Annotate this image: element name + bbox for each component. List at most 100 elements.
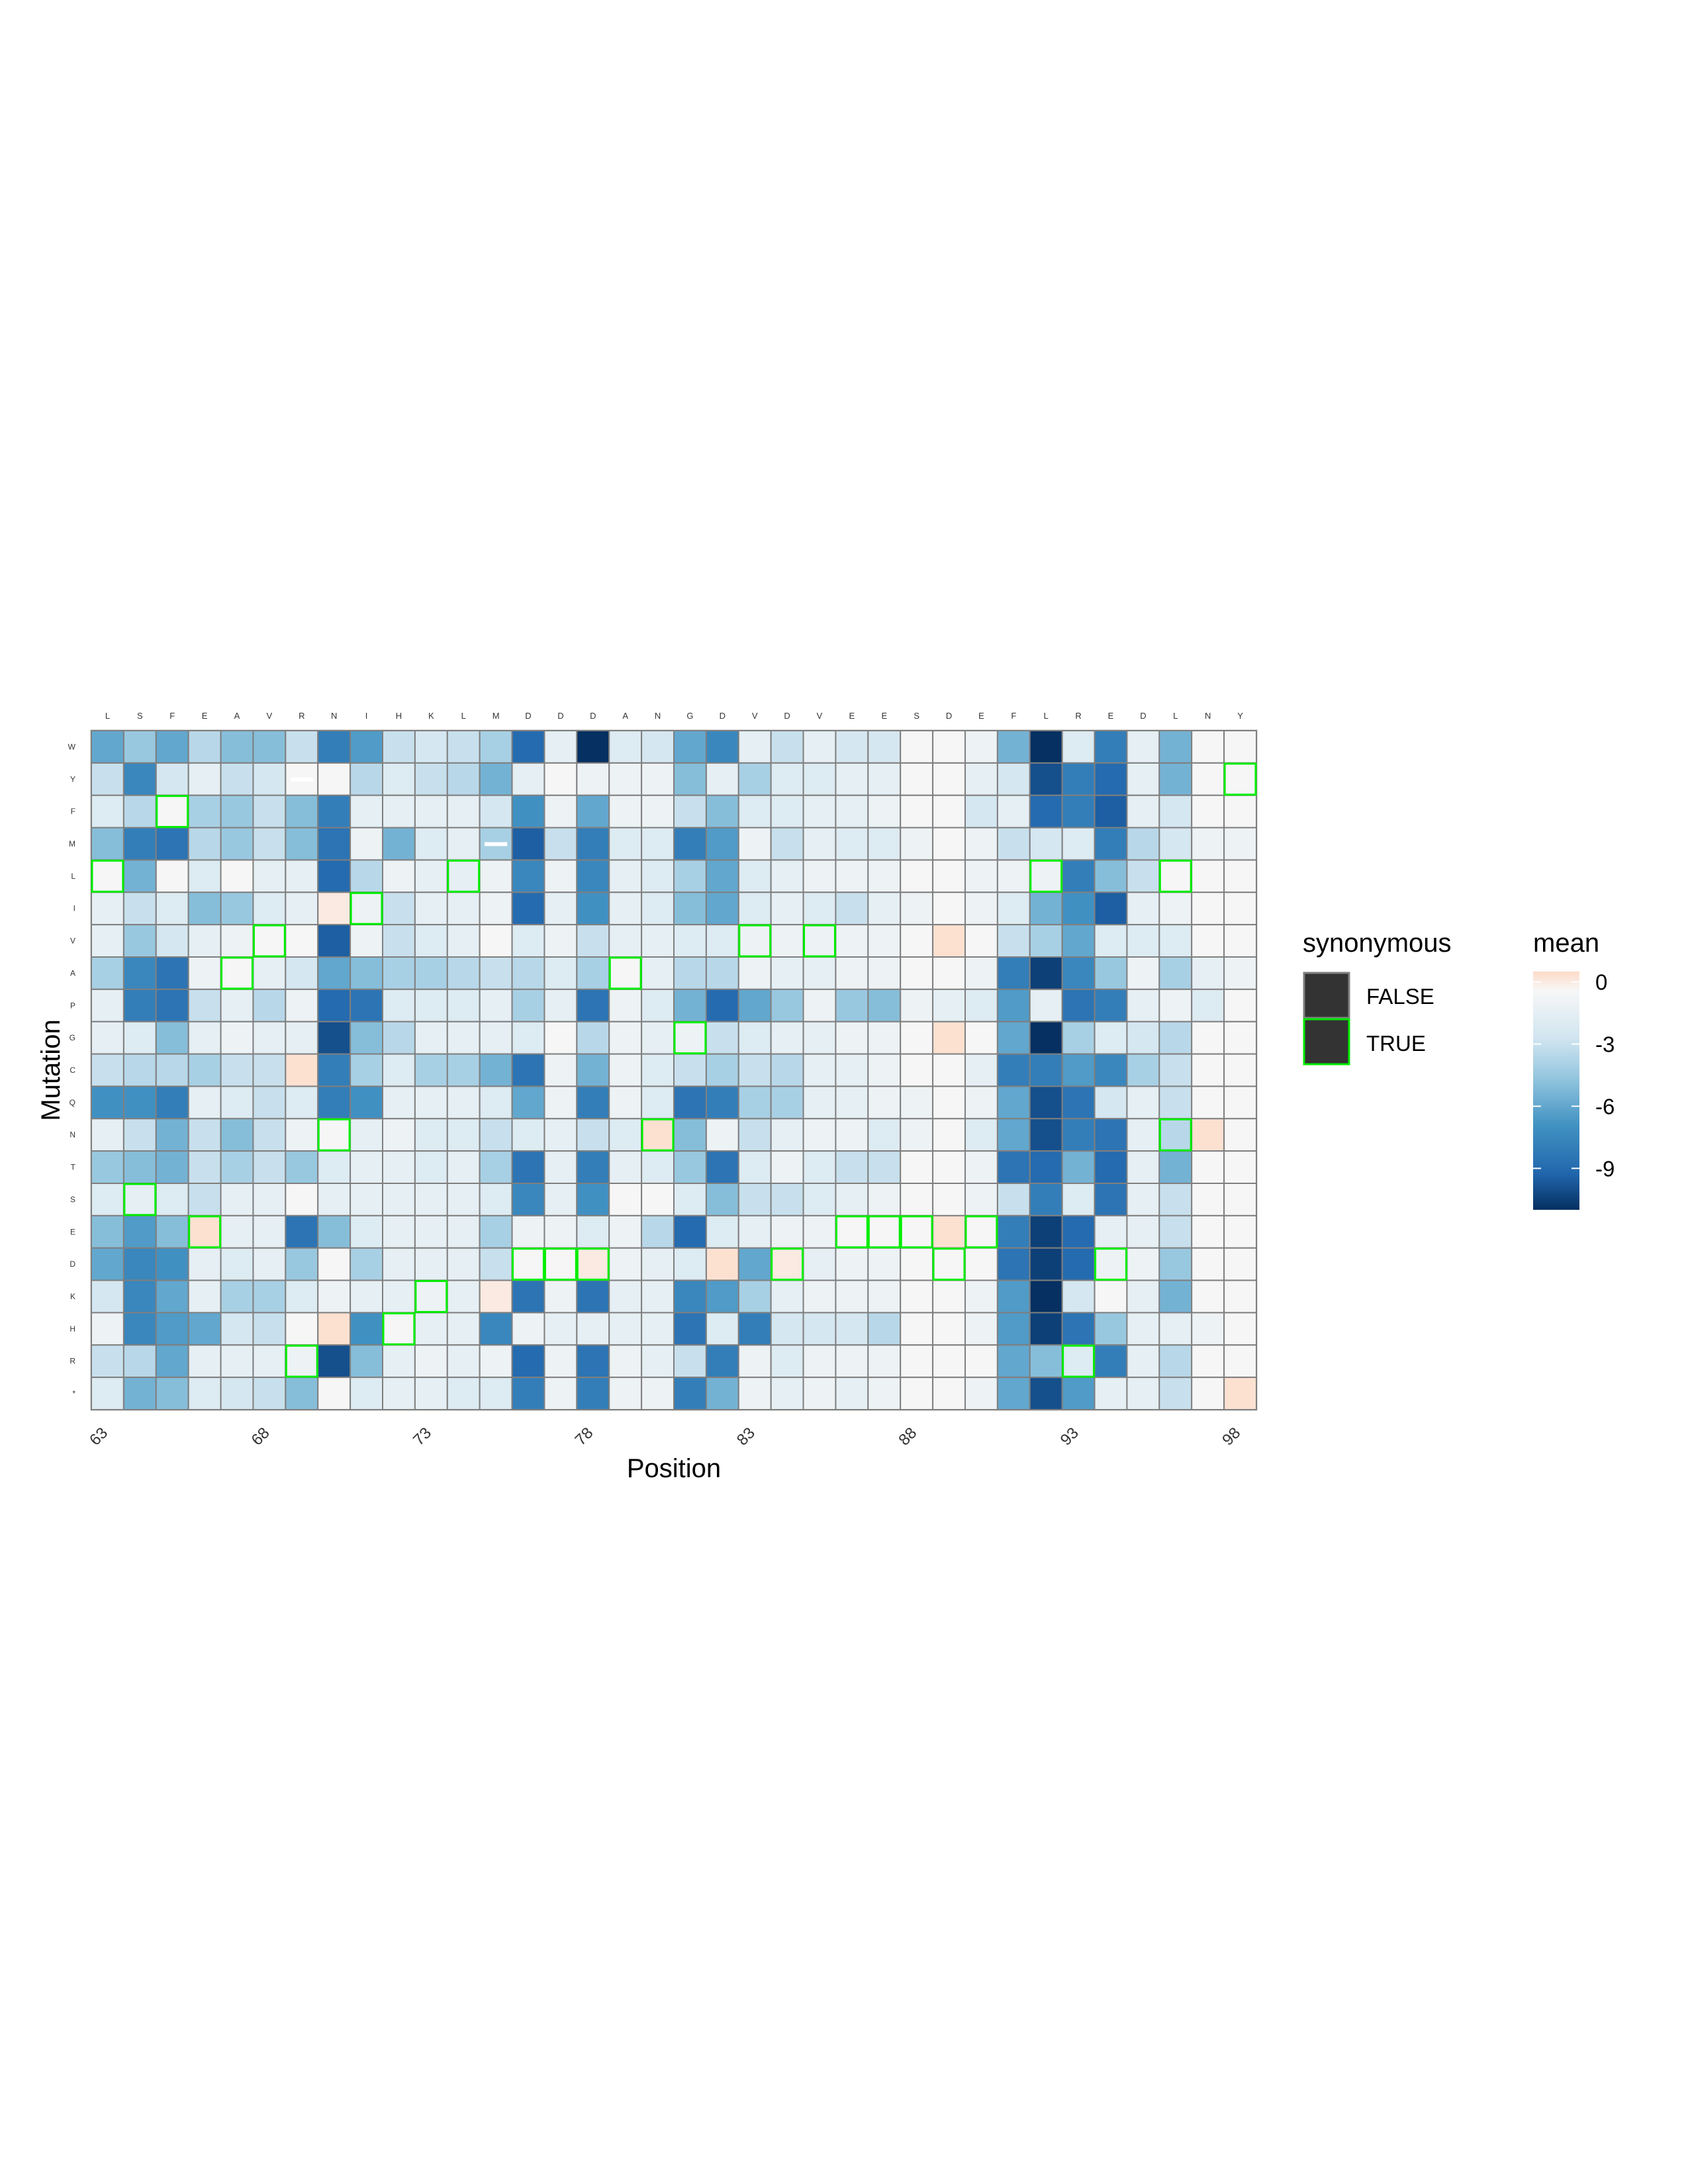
- heatmap-cell: [802, 1021, 837, 1055]
- heatmap-cell: [705, 1150, 739, 1185]
- wildtype-residue-label: M: [492, 711, 500, 721]
- wildtype-residue-label: D: [1140, 711, 1146, 721]
- heatmap-cell: [479, 1085, 513, 1120]
- heatmap-cell: [737, 730, 772, 764]
- heatmap-cell: [122, 1344, 157, 1379]
- heatmap-cell: [446, 1053, 481, 1087]
- heatmap-cell: [479, 1279, 513, 1314]
- heatmap-cell: [996, 794, 1031, 829]
- heatmap-cell: [705, 1377, 739, 1410]
- heatmap-cell: [608, 1279, 643, 1314]
- heatmap-cell: [543, 988, 578, 1023]
- heatmap-cells: [91, 730, 1257, 1410]
- heatmap-cell: [900, 1085, 934, 1120]
- heatmap-cell: [252, 1053, 287, 1087]
- synonymous-cell-outline: [771, 1248, 804, 1281]
- heatmap-cell: [673, 1377, 707, 1410]
- heatmap-cell: [1158, 762, 1193, 796]
- wildtype-residue-label: N: [1205, 711, 1211, 721]
- heatmap-cell: [414, 1247, 448, 1281]
- heatmap-cell: [511, 1183, 545, 1216]
- heatmap-cell: [576, 1183, 610, 1216]
- heatmap-cell: [932, 988, 966, 1023]
- heatmap-cell: [673, 794, 707, 829]
- wildtype-residue-label: E: [849, 711, 855, 721]
- heatmap-cell: [964, 1118, 998, 1152]
- heatmap-cell: [641, 891, 675, 926]
- heatmap-cell: [414, 1150, 448, 1185]
- heatmap-cell: [220, 1150, 254, 1185]
- heatmap-cell: [867, 1183, 902, 1216]
- heatmap-cell: [770, 1150, 804, 1185]
- heatmap-cell: [1094, 988, 1128, 1023]
- heatmap-cell: [932, 891, 966, 926]
- heatmap-cell: [996, 859, 1031, 893]
- heatmap-cell: [900, 1214, 934, 1249]
- heatmap-cell: [1029, 1053, 1063, 1087]
- wildtype-residue-label: V: [752, 711, 758, 721]
- heatmap-cell: [1094, 1053, 1128, 1087]
- heatmap-cell: [1126, 827, 1160, 861]
- heatmap-cell: [576, 730, 610, 764]
- heatmap-cell: [220, 1085, 254, 1120]
- heatmap-cell: [187, 827, 222, 861]
- heatmap-cell: [511, 1247, 545, 1281]
- heatmap-cell: [673, 1183, 707, 1216]
- synonymous-cell-outline: [1158, 1118, 1192, 1152]
- mutation-tick-label: D: [70, 1259, 75, 1269]
- heatmap-cell: [350, 988, 383, 1023]
- wildtype-residue-label: E: [1108, 711, 1114, 721]
- synonymous-cell-outline: [641, 1118, 675, 1152]
- heatmap-cell: [122, 988, 157, 1023]
- heatmap-cell: [932, 794, 966, 829]
- heatmap-cell: [91, 988, 124, 1023]
- heatmap-cell: [835, 1150, 869, 1185]
- heatmap-cell: [446, 1312, 481, 1346]
- heatmap-cell: [220, 1183, 254, 1216]
- heatmap-cell: [1061, 1344, 1096, 1379]
- heatmap-cell: [1126, 1085, 1160, 1120]
- heatmap-cell: [705, 859, 739, 893]
- heatmap-cell: [641, 1377, 675, 1410]
- heatmap-cell: [608, 762, 643, 796]
- heatmap-cell: [155, 1279, 189, 1314]
- heatmap-cell: [964, 1021, 998, 1055]
- heatmap-cell: [1223, 730, 1257, 764]
- heatmap-cell: [187, 1247, 222, 1281]
- mutation-tick-label: S: [70, 1195, 75, 1204]
- heatmap-cell: [511, 1344, 545, 1379]
- heatmap-cell: [608, 859, 643, 893]
- heatmap-cell: [705, 1118, 739, 1152]
- heatmap-cell: [867, 859, 902, 893]
- heatmap-cell: [155, 1118, 189, 1152]
- heatmap-cell: [608, 891, 643, 926]
- heatmap-cell: [1029, 1085, 1063, 1120]
- heatmap-cell: [576, 1214, 610, 1249]
- heatmap-cell: [1126, 1377, 1160, 1410]
- heatmap-cell: [964, 988, 998, 1023]
- heatmap-cell: [317, 1021, 352, 1055]
- heatmap-cell: [155, 859, 189, 893]
- synonymous-legend: synonymous FALSE TRUE: [1303, 929, 1452, 1066]
- heatmap-cell: [122, 1150, 157, 1185]
- heatmap-cell: [1158, 1053, 1193, 1087]
- heatmap-cell: [187, 1150, 222, 1185]
- heatmap-cell: [900, 1021, 934, 1055]
- heatmap-cell: [1223, 827, 1257, 861]
- heatmap-cell: [802, 1344, 837, 1379]
- wildtype-residue-label: K: [428, 711, 434, 721]
- position-tick-label: 93: [1057, 1424, 1082, 1449]
- heatmap-cell: [122, 827, 157, 861]
- heatmap-cell: [932, 1183, 966, 1216]
- heatmap-cell: [737, 1053, 772, 1087]
- heatmap-cell: [996, 1085, 1031, 1120]
- heatmap-cell: [867, 1279, 902, 1314]
- wildtype-residue-label: N: [655, 711, 661, 721]
- synonymous-cell-outline: [414, 1280, 448, 1313]
- heatmap-cell: [802, 956, 837, 990]
- heatmap-cell: [608, 1118, 643, 1152]
- heatmap-cell: [835, 1183, 869, 1216]
- heatmap-cell: [414, 794, 448, 829]
- colorbar-tick-label: 0: [1595, 970, 1607, 995]
- heatmap-cell: [1191, 1053, 1225, 1087]
